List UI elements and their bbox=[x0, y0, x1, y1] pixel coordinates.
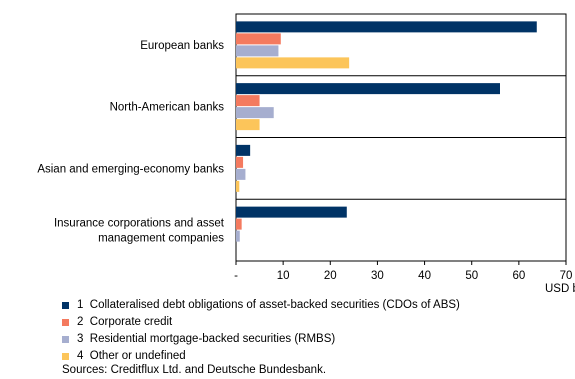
bar bbox=[236, 107, 274, 119]
bar bbox=[236, 45, 279, 57]
bar bbox=[236, 206, 347, 218]
legend-swatch bbox=[62, 302, 69, 309]
bar bbox=[236, 119, 260, 131]
x-tick-label: 40 bbox=[418, 270, 431, 282]
x-tick-label: 10 bbox=[277, 270, 290, 282]
source-note: Sources: Creditflux Ltd. and Deutsche Bu… bbox=[62, 364, 327, 376]
bar bbox=[236, 218, 242, 230]
bar bbox=[236, 180, 240, 192]
legend-label: 2 Corporate credit bbox=[77, 316, 173, 328]
category-label: European banks bbox=[140, 40, 224, 52]
legend-item: 4 Other or undefined bbox=[62, 348, 460, 365]
legend-label: 1 Collateralised debt obligations of ass… bbox=[77, 299, 460, 311]
x-tick-label: 20 bbox=[324, 270, 337, 282]
x-axis-ticks: - 10 20 30 40 50 60 70 bbox=[234, 261, 572, 282]
category-label: Insurance corporations and asset bbox=[54, 218, 225, 230]
bar bbox=[236, 83, 500, 95]
legend-label: 3 Residential mortgage-backed securities… bbox=[77, 333, 336, 345]
x-tick-label: 50 bbox=[465, 270, 478, 282]
bar bbox=[236, 21, 537, 33]
bars bbox=[236, 21, 537, 242]
bar bbox=[236, 156, 244, 168]
legend: 1 Collateralised debt obligations of ass… bbox=[62, 297, 460, 365]
bar bbox=[236, 57, 350, 69]
legend-label: 4 Other or undefined bbox=[77, 350, 186, 362]
legend-swatch bbox=[62, 336, 69, 343]
chart: European banks North-American banks Asian … bbox=[37, 13, 575, 295]
x-axis-unit-label: USD bn bbox=[545, 283, 575, 295]
legend-swatch bbox=[62, 319, 69, 326]
legend-swatch bbox=[62, 353, 69, 360]
bar bbox=[236, 144, 251, 156]
legend-item: 1 Collateralised debt obligations of ass… bbox=[62, 297, 460, 314]
category-labels: European banks North-American banks Asian … bbox=[37, 40, 224, 245]
bar bbox=[236, 33, 281, 45]
category-label: North-American banks bbox=[110, 102, 225, 114]
x-tick-label: 30 bbox=[371, 270, 384, 282]
category-label: Asian and emerging-economy banks bbox=[37, 163, 224, 175]
legend-item: 3 Residential mortgage-backed securities… bbox=[62, 331, 460, 348]
category-label: management companies bbox=[98, 233, 224, 245]
x-tick-label: 70 bbox=[560, 270, 573, 282]
bar bbox=[236, 95, 260, 107]
bar bbox=[236, 230, 240, 242]
bar bbox=[236, 168, 246, 180]
plot-area bbox=[235, 13, 567, 262]
x-tick-label: - bbox=[234, 270, 238, 282]
legend-item: 2 Corporate credit bbox=[62, 314, 460, 331]
x-tick-label: 60 bbox=[512, 270, 525, 282]
